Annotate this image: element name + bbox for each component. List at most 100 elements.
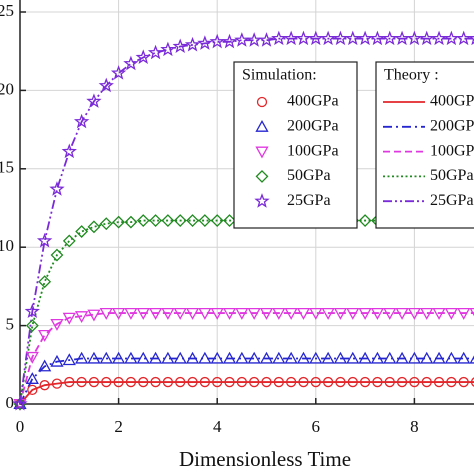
simulation-marker [359,376,371,388]
simulation-marker [247,308,261,320]
simulation-marker [210,214,224,227]
simulation-marker [347,376,358,388]
legend-label: 200GPa [430,117,474,134]
simulation-marker [197,35,213,50]
x-tick-label: 2 [114,417,123,436]
simulation-marker [50,318,64,331]
simulation-marker [149,214,162,227]
simulation-marker [61,143,77,159]
simulation-marker [346,308,360,320]
y-tick-label: 5 [6,315,15,334]
simulation-marker [99,217,113,231]
simulation-marker [186,214,199,227]
simulation-marker [135,49,151,64]
simulation-marker [161,214,175,227]
simulation-marker [222,351,237,364]
legend-marker [255,146,269,159]
simulation-marker [138,376,149,388]
simulation-marker [173,308,187,320]
simulation-marker [224,376,235,388]
simulation-marker [409,376,420,388]
simulation-marker [112,215,126,229]
simulation-marker [99,351,113,364]
simulation-marker [222,308,237,320]
simulation-marker [395,308,409,320]
simulation-marker [383,308,397,320]
simulation-marker [38,329,52,342]
y-tick-label: 10 [0,236,14,255]
y-tick-label: 0 [6,393,15,412]
simulation-marker [235,308,249,320]
simulation-marker [64,376,75,388]
simulation-marker [185,351,200,364]
simulation-marker [38,359,52,372]
simulation-marker [62,234,76,248]
simulation-marker [246,32,262,47]
simulation-marker [198,351,212,364]
simulation-marker [333,351,348,364]
simulation-marker [421,376,432,388]
simulation-marker [113,376,124,388]
simulation-marker [136,351,150,364]
simulation-marker [333,308,348,320]
legend-label: 50GPa [430,167,474,184]
simulation-marker [259,308,274,320]
simulation-marker [271,30,287,46]
simulation-marker [25,319,39,333]
simulation-marker [161,308,175,320]
legend-label: 200GPa [287,117,339,134]
simulation-marker [469,308,474,317]
simulation-marker [73,113,90,129]
simulation-marker [161,351,175,364]
simulation-marker [272,351,286,364]
simulation-marker [295,30,312,46]
simulation-marker [310,376,321,388]
simulation-marker [372,376,383,388]
x-tick-label: 8 [410,417,419,436]
simulation-marker [198,214,212,227]
legend-marker [255,169,269,183]
simulation-marker [101,376,112,388]
simulation-marker [123,55,139,71]
simulation-marker [88,376,100,388]
simulation-marker [36,232,53,248]
simulation-marker [261,376,272,388]
simulation-marker [125,376,137,388]
theory-line [19,312,474,405]
simulation-marker [357,30,373,46]
plot-frame [19,0,474,405]
simulation-marker [407,351,422,364]
simulation-marker [27,384,38,396]
simulation-marker [285,376,297,388]
simulation-marker [457,308,471,320]
y-tick-label: 15 [0,158,14,177]
x-axis-title: Dimensionless Time [179,447,351,471]
legend-title: Theory : [384,67,439,84]
x-tick-label: 0 [16,417,25,436]
simulation-marker [50,354,64,367]
simulation-marker [87,309,101,322]
simulation-marker [298,376,309,388]
simulation-marker [172,38,188,54]
legend-title: Simulation: [242,67,317,84]
simulation-marker [309,308,323,320]
simulation-marker [62,312,76,325]
simulation-marker [76,376,87,388]
simulation-marker [111,351,126,364]
simulation-marker [25,351,39,364]
simulation-marker [136,214,150,227]
y-tick-label: 25 [0,1,14,20]
simulation-marker [162,376,174,388]
simulation-marker [456,30,472,46]
simulation-marker [75,311,89,324]
simulation-marker [124,215,138,229]
legend-label: 400GPa [430,93,474,110]
simulation-marker [148,351,163,364]
simulation-marker [433,376,445,388]
simulation-marker [75,351,89,364]
simulation-marker [51,378,63,389]
simulation-marker [431,30,447,46]
simulation-marker [321,351,335,364]
simulation-marker [358,351,372,364]
legend-label: 100GPa [430,142,474,159]
